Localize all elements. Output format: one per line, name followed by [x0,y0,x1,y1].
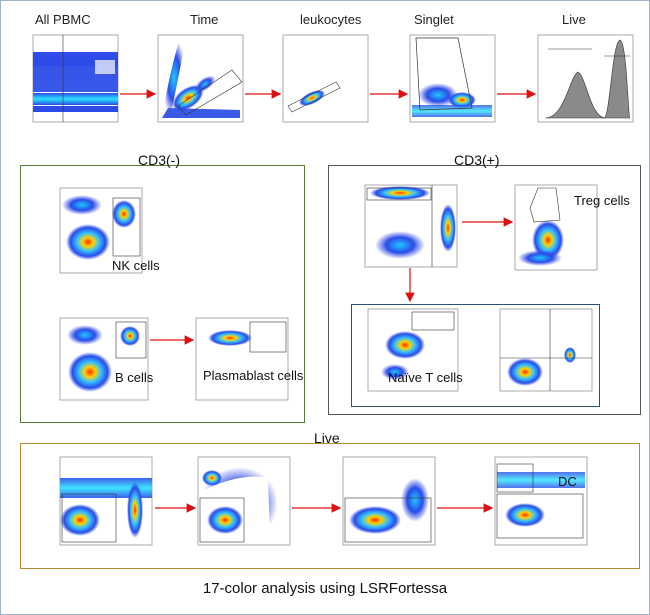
cd3-negative-title: CD3(-) [138,152,180,168]
plot-live-histogram [537,34,634,123]
label-time: Time [190,12,219,27]
live-section-title: Live [314,430,340,446]
plot-cd4-cd8 [364,184,458,268]
figure-caption: 17-color analysis using LSRFortessa [202,580,448,597]
label-naive-t: Naïve T cells [388,370,463,385]
cd3-positive-panel [328,165,641,415]
plot-dc-2 [197,456,291,546]
cd3-positive-title: CD3(+) [454,152,500,168]
label-treg: Treg cells [574,193,630,208]
label-b-cells: B cells [115,370,154,385]
plot-nk-cells [59,187,143,274]
plot-leukocytes [282,34,369,123]
plot-singlet [409,34,496,123]
label-all-pbmc: All PBMC [35,12,91,27]
label-leukocytes: leukocytes [300,12,362,27]
live-panel [20,443,640,569]
cd3-negative-panel [20,165,305,423]
plot-treg [514,184,598,271]
label-plasmablast: Plasmablast cells [203,368,304,383]
label-nk-cells: NK cells [112,258,160,273]
label-dc: DC [558,474,577,489]
plot-dc-3 [342,456,436,546]
plot-naive-t [367,308,459,392]
plot-plasmablast [195,317,289,401]
plot-time [157,34,244,123]
naive-t-subpanel [351,304,600,407]
label-live: Live [562,12,586,27]
plot-dc-4 [494,456,588,546]
plot-all-pbmc [32,34,119,123]
label-singlet: Singlet [414,12,454,27]
plot-dc-1 [59,456,153,546]
plot-b-cells [59,317,149,401]
plot-tfh-quadrant [499,308,593,392]
